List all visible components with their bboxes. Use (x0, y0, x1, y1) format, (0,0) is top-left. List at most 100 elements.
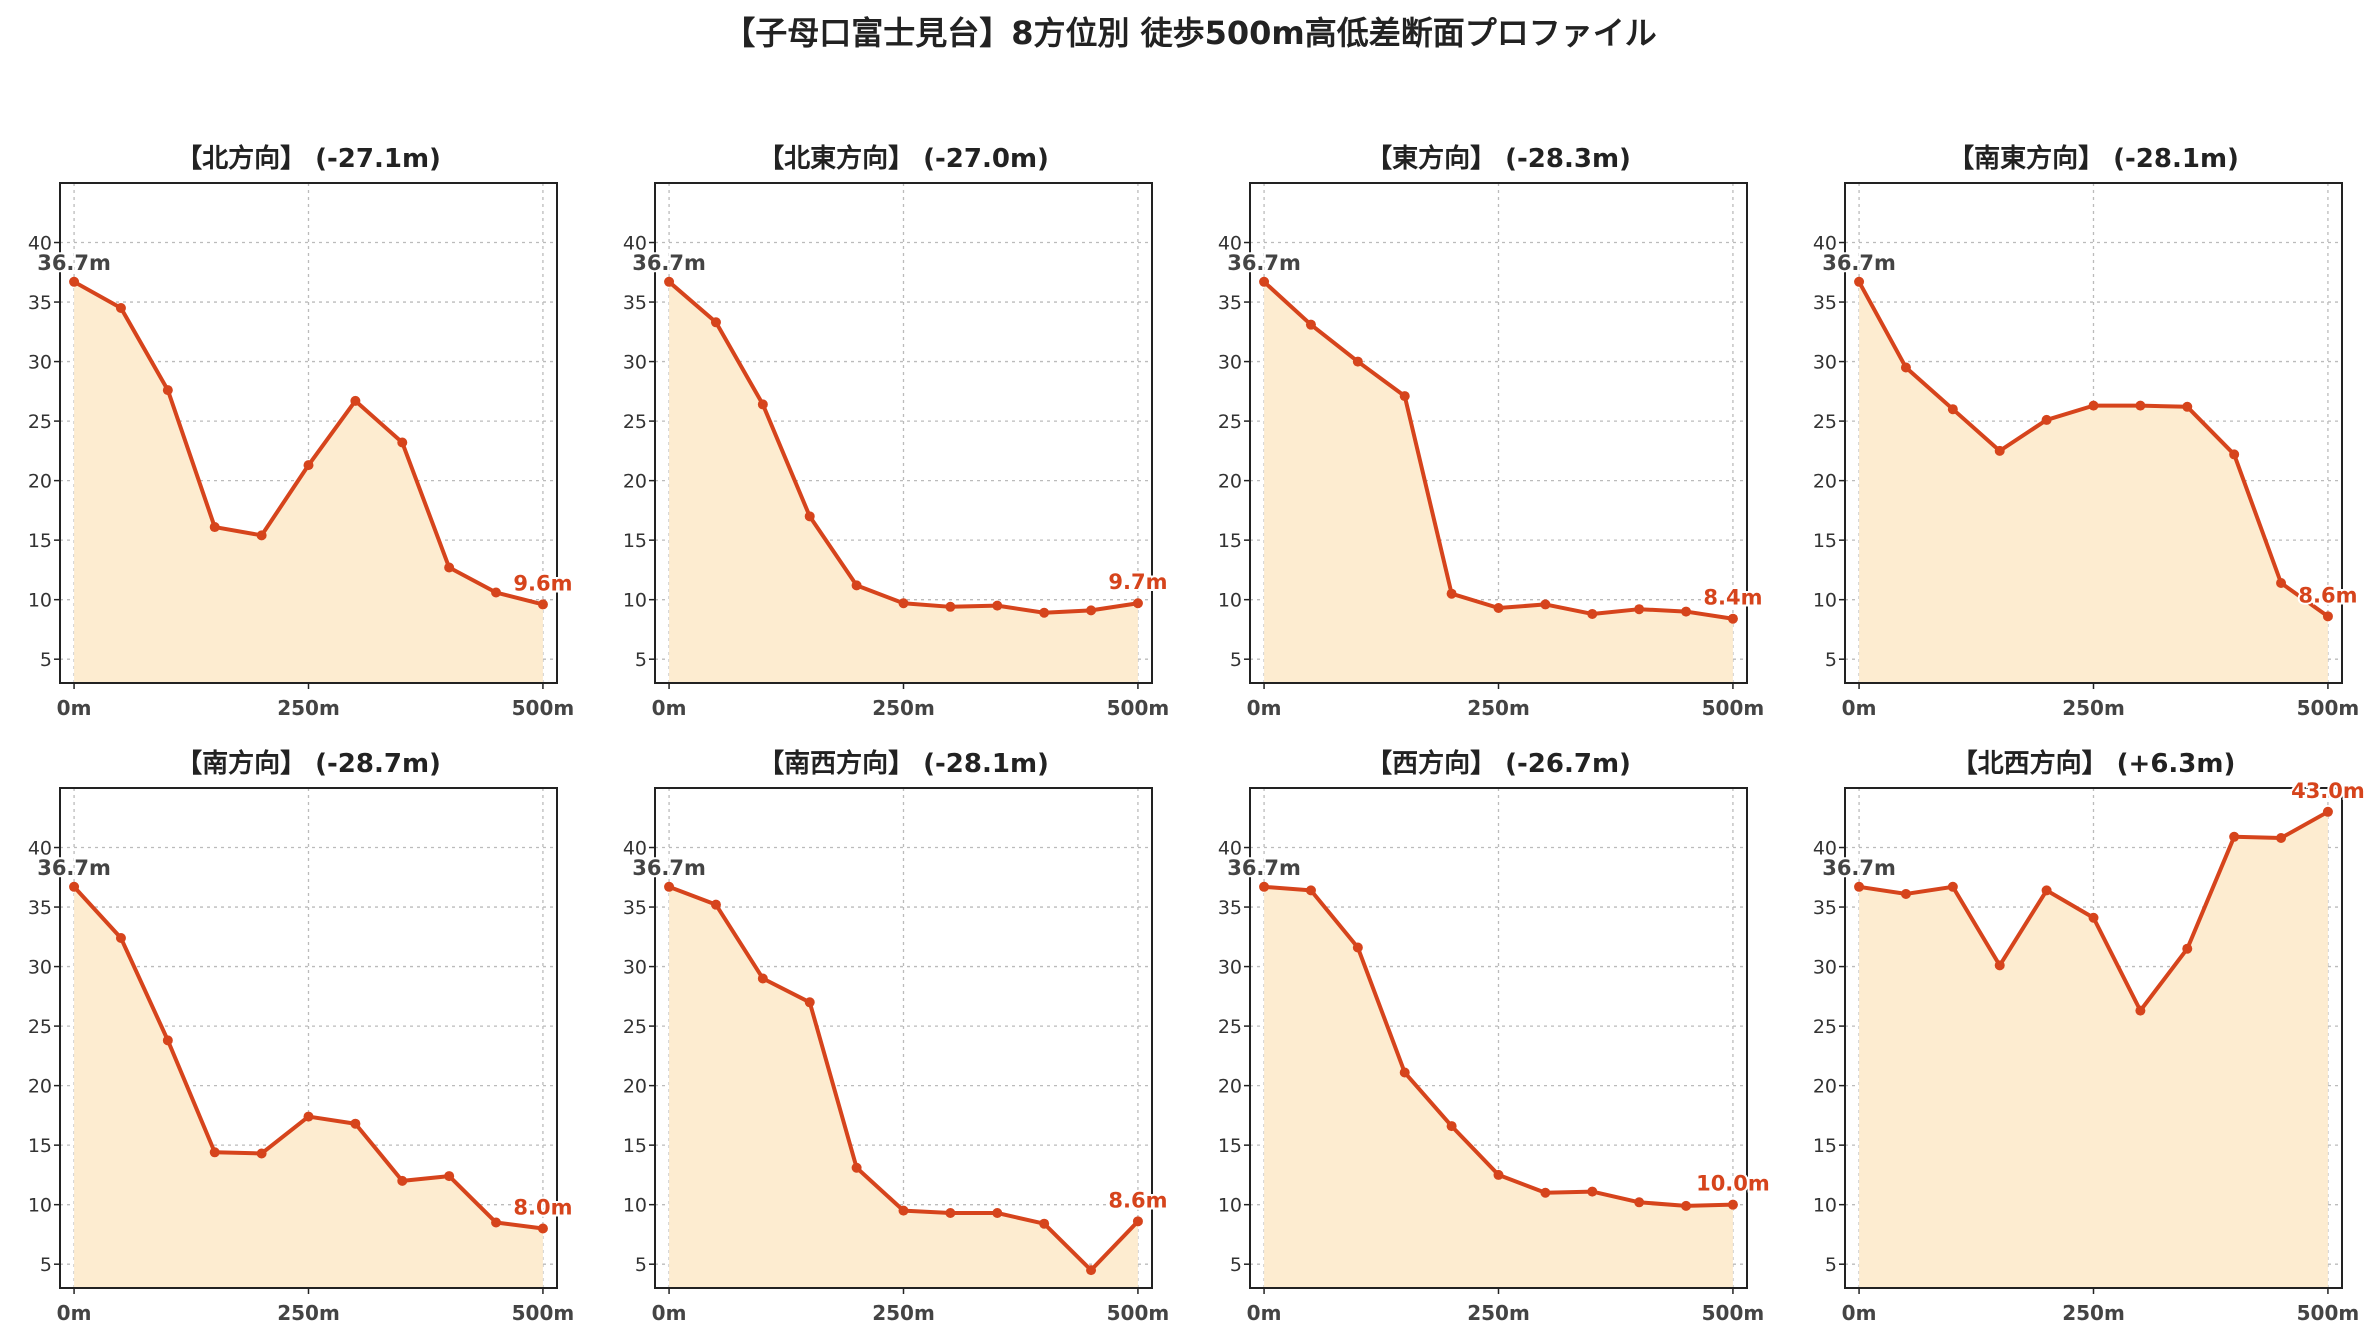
panel-7-data-point (1352, 942, 1363, 953)
panel-8-data-point (2041, 885, 2052, 896)
panel-2-data-point (757, 399, 768, 410)
panel-5-y-tick-label: 25 (28, 1016, 52, 1038)
panel-1: 【北方向】 (-27.1m) 5 10 15 20 25 30 35 40 0m 250m 500m 3… (28, 143, 575, 720)
panel-1-data-point (491, 587, 502, 598)
panel-4-y-tick-label: 20 (1813, 471, 1837, 493)
panel-6-y-tick-label: 30 (623, 957, 647, 979)
panel-4-data-point (1900, 362, 1911, 373)
panel-4-data-point (2182, 401, 2193, 412)
panel-8-y-tick-label: 15 (1813, 1135, 1837, 1157)
panel-3-y-tick-label: 35 (1218, 292, 1242, 314)
panel-2-title: 【北東方向】 (-27.0m) (758, 143, 1049, 174)
panel-4-y-tick-label: 40 (1813, 233, 1837, 255)
panel-8-y-tick-label: 25 (1813, 1016, 1837, 1038)
panel-8-y-tick-label: 30 (1813, 957, 1837, 979)
panel-1-data-point (350, 395, 361, 406)
panel-3-y-tick-label: 15 (1218, 530, 1242, 552)
panel-4-data-point (2088, 400, 2099, 411)
panel-6-data-point (1039, 1218, 1050, 1229)
panel-8-data-point (2276, 833, 2287, 843)
panel-2-x-tick-label: 250m (872, 696, 935, 720)
panel-5-area (74, 886, 543, 1288)
panel-8-x-tick-label: 500m (2297, 1301, 2360, 1325)
panel-7-data-point (1634, 1197, 1645, 1208)
panel-8: 【北西方向】 (+6.3m) 5 10 15 20 25 30 35 40 0m 250m 500m 3… (1813, 748, 2367, 1325)
panel-3: 【東方向】 (-28.3m) 5 10 15 20 25 30 35 40 0m 250m 500m 3… (1218, 143, 1765, 720)
panel-3-data-point (1681, 606, 1692, 617)
panel-6-x-tick-label: 0m (652, 1301, 687, 1325)
panel-5-data-point (69, 881, 80, 892)
panel-8-data-point (1900, 888, 1911, 899)
panel-8-title: 【北西方向】 (+6.3m) (1952, 748, 2236, 779)
panel-2-end-label: 9.7m (1108, 570, 1167, 594)
panel-2-y-tick-label: 15 (623, 530, 647, 552)
panel-3-data-point (1587, 608, 1598, 619)
panel-1-y-tick-label: 25 (28, 411, 52, 433)
subplot-grid: 【北方向】 (-27.1m) 5 10 15 20 25 30 35 40 0m 250m 500m 3… (28, 143, 2367, 1325)
panel-2-start-label: 36.7m (632, 251, 706, 275)
panel-6-y-tick-label: 5 (635, 1254, 647, 1276)
panel-3-data-point (1540, 599, 1551, 610)
panel-7-data-point (1399, 1067, 1410, 1078)
panel-1-data-point (69, 276, 80, 287)
panel-8-data-point (1947, 881, 1958, 892)
panel-8-y-tick-label: 40 (1813, 838, 1837, 860)
panel-3-y-tick-label: 20 (1218, 471, 1242, 493)
panel-2-y-tick-label: 30 (623, 352, 647, 374)
panel-1-title: 【北方向】 (-27.1m) (176, 143, 441, 174)
panel-6-y-tick-label: 15 (623, 1135, 647, 1157)
panel-7-y-tick-label: 10 (1218, 1195, 1242, 1217)
panel-7-data-point (1587, 1186, 1598, 1197)
panel-1-data-point (115, 303, 126, 313)
panel-3-start-label: 36.7m (1227, 251, 1301, 275)
panel-7-y-tick-label: 15 (1218, 1135, 1242, 1157)
panel-6-data-point (1086, 1265, 1097, 1276)
panel-2-x-tick-label: 500m (1107, 696, 1170, 720)
panel-4-y-tick-label: 5 (1825, 649, 1837, 671)
panel-6-y-tick-label: 10 (623, 1195, 647, 1217)
panel-4-title: 【南東方向】 (-28.1m) (1948, 143, 2239, 174)
panel-4-data-point (1854, 276, 1865, 287)
panel-4-y-tick-label: 25 (1813, 411, 1837, 433)
panel-7-title: 【西方向】 (-26.7m) (1366, 748, 1631, 779)
panel-2-data-point (992, 600, 1003, 611)
panel-4-y-tick-label: 15 (1813, 530, 1837, 552)
panel-6-data-point (945, 1208, 956, 1218)
panel-4-end-label: 8.6m (2298, 583, 2357, 607)
panel-5-data-point (491, 1217, 502, 1228)
panel-7-y-tick-label: 30 (1218, 957, 1242, 979)
panel-1-area (74, 281, 543, 683)
panel-8-y-tick-label: 20 (1813, 1076, 1837, 1098)
panel-5-y-tick-label: 10 (28, 1195, 52, 1217)
panel-7-y-tick-label: 20 (1218, 1076, 1242, 1098)
panel-2-data-point (898, 598, 909, 609)
panel-6-end-label: 8.6m (1108, 1188, 1167, 1212)
panel-4-x-tick-label: 250m (2062, 696, 2125, 720)
panel-7-end-label: 10.0m (1696, 1172, 1770, 1196)
panel-7-data-point (1540, 1187, 1551, 1198)
panel-2-data-point (664, 276, 675, 287)
panel-7-data-point (1493, 1169, 1504, 1180)
panel-2-y-tick-label: 35 (623, 292, 647, 314)
panel-4-start-label: 36.7m (1822, 251, 1896, 275)
panel-5-data-point (303, 1111, 314, 1122)
panel-5-data-point (537, 1223, 548, 1234)
panel-2-data-point (710, 317, 721, 328)
panel-8-area (1859, 811, 2328, 1288)
panel-3-y-tick-label: 25 (1218, 411, 1242, 433)
panel-2-area (669, 281, 1138, 683)
panel-7-data-point (1681, 1200, 1692, 1211)
panel-3-end-label: 8.4m (1703, 586, 1762, 610)
panel-6-y-tick-label: 35 (623, 897, 647, 919)
panel-4-y-tick-label: 35 (1813, 292, 1837, 314)
panel-8-data-point (2088, 912, 2099, 923)
panel-8-y-tick-label: 35 (1813, 897, 1837, 919)
panel-4-data-point (1994, 445, 2005, 456)
panel-5-data-point (444, 1171, 455, 1182)
panel-4-data-point (1947, 404, 1958, 415)
panel-3-y-tick-label: 5 (1230, 649, 1242, 671)
panel-7-y-tick-label: 5 (1230, 1254, 1242, 1276)
panel-3-x-tick-label: 500m (1702, 696, 1765, 720)
panel-7: 【西方向】 (-26.7m) 5 10 15 20 25 30 35 40 0m 250m 500m 3… (1218, 748, 1772, 1325)
